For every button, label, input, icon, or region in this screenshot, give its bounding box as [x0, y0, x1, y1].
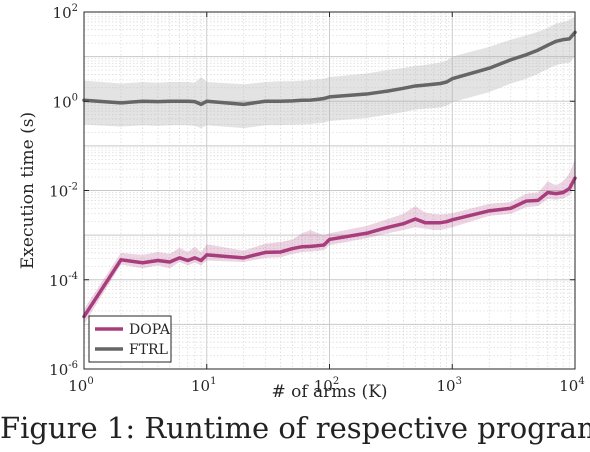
y-tick-base: 10 [53, 4, 72, 22]
y-tick-label: 10-6 [49, 360, 78, 379]
x-tick-base: 10 [437, 377, 456, 395]
series-lines [82, 30, 577, 319]
x-tick-label: 101 [191, 376, 216, 395]
x-tick-exponent: 0 [87, 376, 93, 387]
ftrl-series-line [82, 30, 577, 107]
y-tick-exponent: -4 [68, 271, 78, 282]
x-tick-base: 10 [314, 377, 333, 395]
y-tick-exponent: 0 [72, 92, 78, 103]
y-tick-base: 10 [49, 361, 68, 379]
x-tick-exponent: 1 [210, 376, 216, 387]
legend-label-ftrl: FTRL [129, 342, 168, 358]
y-tick-label: 10-2 [49, 182, 78, 201]
y-tick-exponent: -2 [68, 182, 78, 193]
y-tick-exponent: -6 [68, 360, 78, 371]
x-tick-label: 100 [68, 376, 93, 395]
legend-box [88, 315, 172, 363]
figure-caption: Figure 1: Runtime of respective programs… [0, 411, 590, 445]
x-tick-base: 10 [68, 377, 87, 395]
x-tick-label: 103 [437, 376, 462, 395]
y-tick-base: 10 [49, 272, 68, 290]
y-tick-exponent: 2 [72, 3, 78, 14]
x-tick-base: 10 [191, 377, 210, 395]
x-tick-base: 10 [559, 377, 578, 395]
legend: DOPA FTRL [88, 315, 172, 363]
x-tick-exponent: 4 [578, 376, 584, 387]
x-axis-label: # of arms (K) [271, 382, 387, 402]
y-tick-label: 100 [53, 92, 78, 111]
y-axis-label: Execution time (s) [18, 112, 38, 269]
y-tick-base: 10 [53, 93, 72, 111]
y-tick-label: 10-4 [49, 271, 78, 290]
dopa-series-line [82, 176, 577, 319]
x-tick-exponent: 3 [456, 376, 462, 387]
x-tick-label: 104 [559, 376, 584, 395]
y-tick-label: 102 [53, 3, 78, 22]
x-tick-exponent: 2 [333, 376, 339, 387]
legend-label-dopa: DOPA [129, 322, 171, 338]
y-tick-base: 10 [49, 183, 68, 201]
x-tick-label: 102 [314, 376, 339, 395]
